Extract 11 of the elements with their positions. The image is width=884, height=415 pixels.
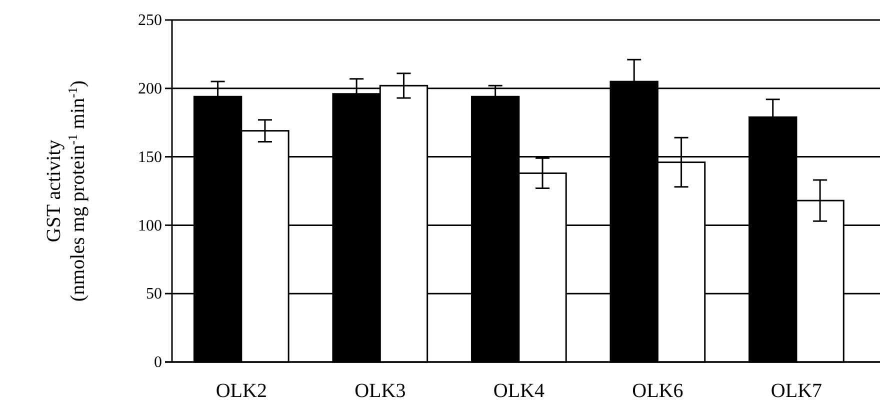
x-tick-label: OLK7 bbox=[770, 380, 822, 402]
x-tick-label: OLK4 bbox=[493, 380, 544, 402]
x-tick-label: OLK2 bbox=[216, 380, 267, 402]
y-tick-label: 250 bbox=[138, 12, 162, 30]
y-tick-label: 200 bbox=[138, 80, 162, 98]
y-tick-label: 150 bbox=[138, 148, 162, 166]
y-tick-label: 100 bbox=[138, 217, 162, 234]
x-tick-label: OLK3 bbox=[354, 380, 406, 402]
y-tick-label: 0 bbox=[154, 354, 162, 372]
y-tick-label: 50 bbox=[146, 286, 162, 303]
x-tick-label: OLK6 bbox=[632, 380, 684, 402]
